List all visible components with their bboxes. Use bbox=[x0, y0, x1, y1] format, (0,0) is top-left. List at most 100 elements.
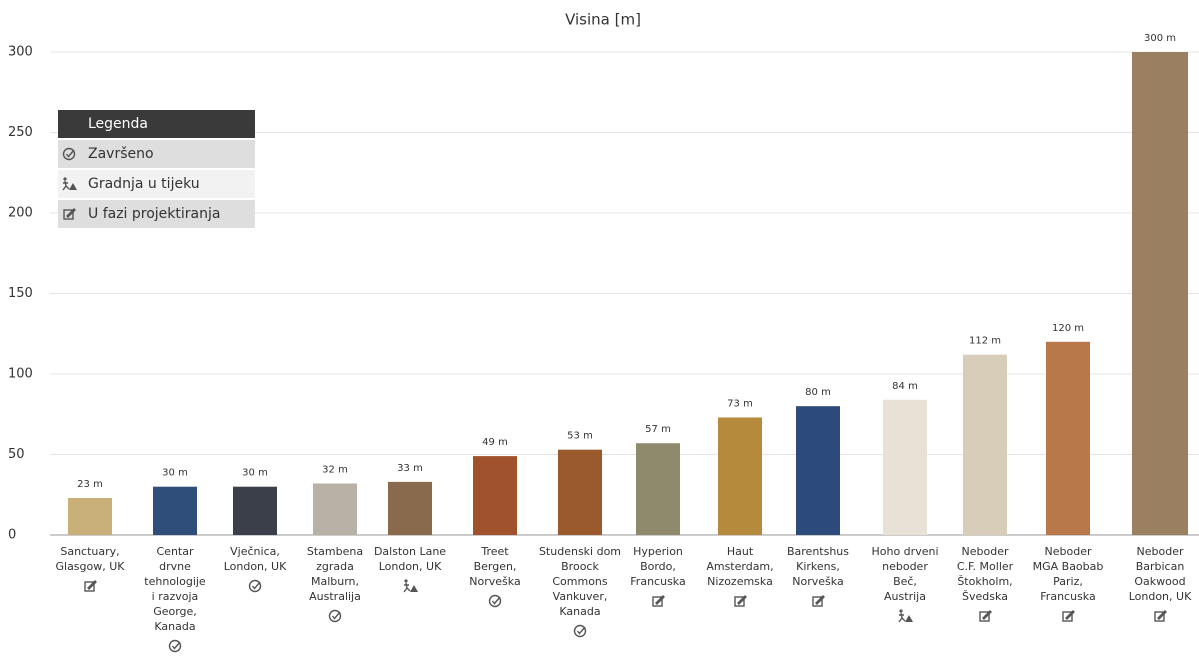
x-tick-label: Neboder bbox=[1045, 545, 1092, 558]
status-icon bbox=[248, 579, 262, 593]
x-tick-label: neboder bbox=[882, 560, 928, 573]
status-icon bbox=[1154, 610, 1167, 622]
status-icon bbox=[62, 177, 77, 191]
x-tick-label: Oakwood bbox=[1134, 575, 1185, 588]
value-label: 32 m bbox=[322, 464, 348, 475]
legend-label: U fazi projektiranja bbox=[88, 206, 220, 222]
status-icon bbox=[734, 595, 747, 607]
x-tick-label: Austrija bbox=[884, 590, 926, 603]
icon-shape bbox=[734, 596, 745, 607]
icon-shape bbox=[905, 615, 913, 622]
y-tick-label: 300 bbox=[8, 45, 33, 60]
legend-row bbox=[58, 200, 255, 228]
x-tick-label: Bergen, bbox=[474, 560, 517, 573]
value-label: 30 m bbox=[162, 468, 188, 479]
x-tick-label: Vankuver, bbox=[553, 590, 608, 603]
icon-shape bbox=[410, 585, 418, 592]
x-tick-label: Švedska bbox=[962, 590, 1008, 603]
status-icon bbox=[488, 594, 502, 608]
icon-shape bbox=[328, 609, 342, 623]
y-tick-label: 50 bbox=[8, 447, 25, 462]
x-tick-label: Broock bbox=[561, 560, 599, 573]
x-tick-label: Pariz, bbox=[1053, 575, 1083, 588]
status-icon bbox=[63, 208, 76, 220]
status-icon bbox=[403, 579, 418, 593]
icon-shape bbox=[982, 610, 992, 620]
status-icon bbox=[573, 624, 587, 638]
bar bbox=[233, 486, 277, 535]
x-tick-label: Hyperion bbox=[633, 545, 683, 558]
status-icon bbox=[328, 609, 342, 623]
x-tick-label: Studenski dom bbox=[539, 545, 621, 558]
status-icon bbox=[62, 147, 76, 161]
x-tick-label: Francuska bbox=[1040, 590, 1095, 603]
status-icon bbox=[979, 610, 992, 622]
icon-shape bbox=[65, 149, 75, 158]
bar bbox=[1132, 52, 1188, 535]
x-tick-label: Nizozemska bbox=[707, 575, 773, 588]
legend-title: Legenda bbox=[88, 116, 148, 132]
icon-shape bbox=[1062, 611, 1073, 622]
icon-shape bbox=[66, 208, 76, 218]
x-tick-label: Glasgow, UK bbox=[55, 560, 125, 573]
bar bbox=[313, 483, 357, 535]
x-tick-label: London, UK bbox=[1129, 590, 1192, 603]
icon-shape bbox=[1157, 610, 1167, 620]
value-label: 23 m bbox=[77, 479, 103, 490]
icon-shape bbox=[331, 611, 341, 620]
value-label: 57 m bbox=[645, 424, 671, 435]
y-tick-label: 200 bbox=[8, 206, 33, 221]
y-tick-label: 100 bbox=[8, 367, 33, 382]
status-icon bbox=[812, 595, 825, 607]
status-icon bbox=[898, 609, 913, 623]
x-tick-label: zgrada bbox=[316, 560, 354, 573]
icon-shape bbox=[898, 612, 906, 623]
x-tick-label: Norveška bbox=[792, 575, 843, 588]
x-tick-label: Kirkens, bbox=[796, 560, 840, 573]
x-tick-label: London, UK bbox=[379, 560, 442, 573]
icon-shape bbox=[63, 177, 67, 181]
icon-shape bbox=[87, 580, 97, 590]
icon-shape bbox=[62, 147, 76, 161]
icon-shape bbox=[812, 596, 823, 607]
y-tick-label: 250 bbox=[8, 125, 33, 140]
x-tick-label: Stambena bbox=[307, 545, 363, 558]
x-tick-label: C.F. Moller bbox=[957, 560, 1014, 573]
chart-title: Visina [m] bbox=[565, 11, 641, 29]
legend-row bbox=[58, 140, 255, 168]
x-tick-label: Barentshus bbox=[787, 545, 849, 558]
x-tick-label: Haut bbox=[727, 545, 754, 558]
x-tick-label: Kanada bbox=[559, 605, 600, 618]
x-tick-label: Amsterdam, bbox=[706, 560, 773, 573]
value-label: 80 m bbox=[805, 387, 831, 398]
value-label: 112 m bbox=[969, 336, 1001, 347]
icon-shape bbox=[899, 609, 903, 613]
icon-shape bbox=[248, 579, 262, 593]
x-tick-label: Barbican bbox=[1136, 560, 1185, 573]
x-tick-label: Sanctuary, bbox=[60, 545, 119, 558]
x-tick-label: London, UK bbox=[224, 560, 287, 573]
icon-shape bbox=[62, 180, 70, 191]
status-icon bbox=[652, 595, 665, 607]
x-tick-label: George, bbox=[153, 605, 197, 618]
x-tick-label: Centar bbox=[157, 545, 194, 558]
bar bbox=[718, 417, 762, 535]
icon-shape bbox=[84, 581, 95, 592]
x-tick-label: Kanada bbox=[154, 620, 195, 633]
bar bbox=[796, 406, 840, 535]
icon-shape bbox=[63, 209, 74, 220]
x-tick-label: Neboder bbox=[962, 545, 1009, 558]
value-label: 73 m bbox=[727, 398, 753, 409]
x-tick-label: Štokholm, bbox=[957, 575, 1012, 588]
icon-shape bbox=[815, 595, 825, 605]
x-tick-label: Vječnica, bbox=[230, 545, 280, 558]
icon-shape bbox=[652, 596, 663, 607]
bar bbox=[473, 456, 517, 535]
icon-shape bbox=[979, 611, 990, 622]
x-tick-label: Hoho drveni bbox=[871, 545, 938, 558]
icon-shape bbox=[168, 639, 182, 653]
icon-shape bbox=[251, 581, 261, 590]
value-label: 30 m bbox=[242, 468, 268, 479]
legend-label: Gradnja u tijeku bbox=[88, 176, 200, 192]
icon-shape bbox=[488, 594, 502, 608]
